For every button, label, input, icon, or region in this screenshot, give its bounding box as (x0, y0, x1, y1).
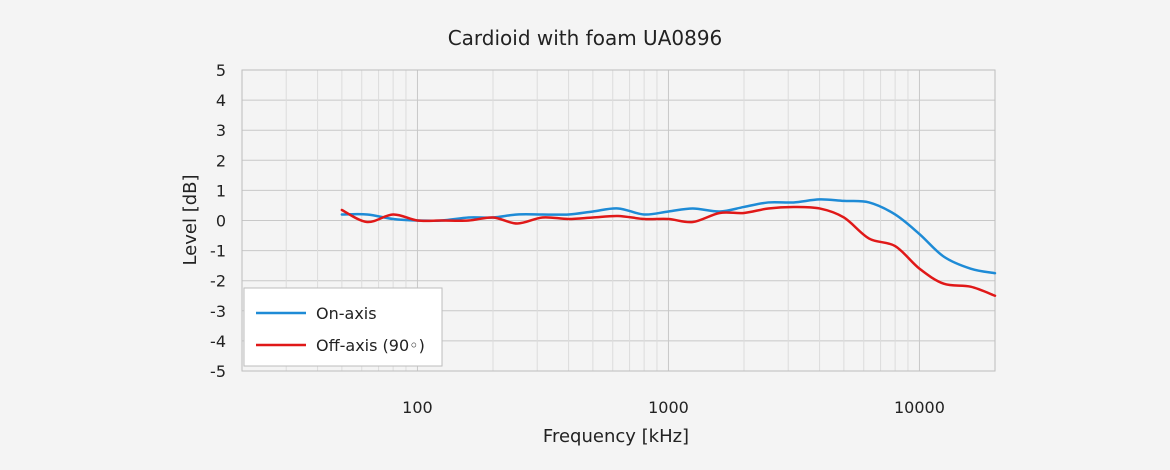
y-axis-label: Level [dB] (180, 174, 201, 265)
legend-label-on-axis: On-axis (316, 304, 377, 323)
x-tick-label: 100 (402, 398, 433, 417)
x-tick-label: 1000 (648, 398, 689, 417)
legend: On-axis Off-axis (90◦) (243, 287, 443, 367)
y-tick-label: 2 (216, 151, 226, 170)
y-tick-label: 1 (216, 181, 226, 200)
y-tick-label: 3 (216, 121, 226, 140)
y-tick-label: -5 (210, 362, 226, 381)
legend-label-off-axis: Off-axis (90◦) (316, 336, 425, 355)
y-tick-label: -2 (210, 272, 226, 291)
chart-title: Cardioid with foam UA0896 (448, 26, 723, 50)
legend-box (243, 287, 443, 367)
y-tick-label: -1 (210, 242, 226, 261)
plot-frame (241, 69, 996, 372)
x-axis-label: Frequency [kHz] (543, 426, 689, 447)
x-tick-label: 10000 (894, 398, 945, 417)
y-tick-label: -4 (210, 332, 226, 351)
series-line-off-axis (340, 205, 997, 297)
y-tick-label: -3 (210, 302, 226, 321)
y-tick-labels: -5 -4 -3 -2 -1 0 1 2 3 4 5 (210, 61, 226, 381)
y-tick-label: 4 (216, 91, 226, 110)
x-tick-labels: 100 1000 10000 (402, 398, 945, 417)
y-tick-label: 5 (216, 61, 226, 80)
y-tick-label: 0 (216, 212, 226, 231)
series-lines (340, 198, 997, 297)
